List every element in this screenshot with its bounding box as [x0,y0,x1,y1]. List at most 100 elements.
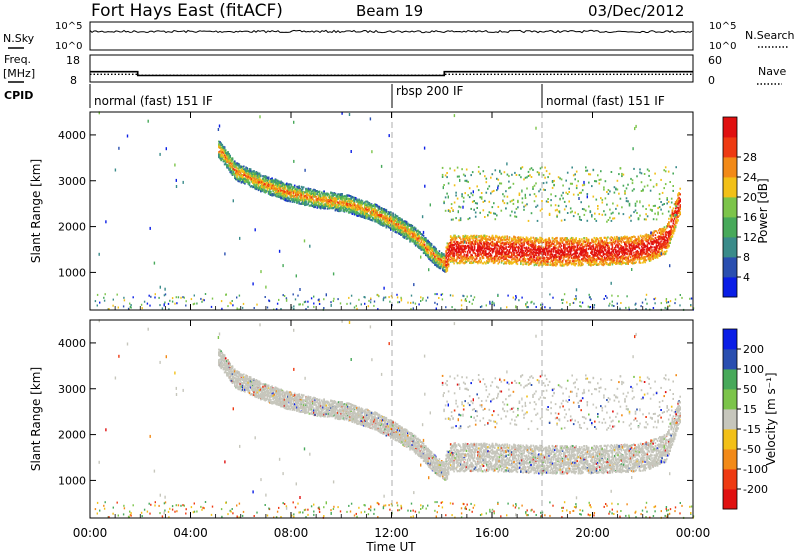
power-cell [453,255,455,258]
power-cell [343,197,346,200]
power-cell [315,200,317,203]
power-cell [257,185,260,188]
power-cell [220,142,222,145]
power-cell [226,166,228,169]
power-cell [378,211,381,214]
power-cell [340,194,342,196]
power-cell [257,172,260,175]
power-cell [376,210,378,213]
power-cell [275,193,278,196]
power-cell [376,220,378,223]
power-cell [361,215,364,218]
power-cell [370,204,373,207]
power-cell [299,195,302,198]
power-cell [331,195,333,198]
power-cell [241,168,244,171]
power-cell [274,188,277,191]
power-cell [319,207,322,210]
power-cell [274,178,277,181]
power-cell [366,204,368,207]
power-cell [413,226,416,229]
power-cell [295,192,297,195]
power-cell [302,191,305,194]
power-cell [369,210,372,213]
power-cell [412,238,415,240]
power-cell [420,233,423,236]
power-cell [295,194,297,197]
power-cell [328,205,331,208]
power-cell [405,237,408,240]
noise-left-tick-bottom: 10^0 [55,41,82,52]
power-cell [418,243,420,246]
power-cell [326,207,329,210]
power-cell [247,172,250,175]
power-cell [301,200,304,203]
power-cell [266,188,269,191]
power-cell [280,189,282,192]
power-cell [278,184,280,187]
power-cell [319,203,322,206]
power-cell [306,190,308,193]
power-cell [331,205,333,207]
power-cell [420,241,423,244]
power-cell [307,190,310,193]
power-cell [534,241,537,244]
power-cell [231,166,234,169]
power-cell [390,219,392,222]
power-cell [236,175,238,178]
power-cell [319,195,322,198]
power-cell [269,192,271,195]
power-cell [416,237,418,240]
power-cell [350,208,352,211]
power-cell [302,196,305,199]
power-cell [367,215,369,218]
power-cell [319,194,322,197]
power-cell [237,180,239,183]
power-cell [326,200,329,203]
power-cell [464,250,467,253]
power-cell [325,196,328,199]
power-cell [226,160,228,163]
power-cell [292,194,295,197]
power-cell [312,194,314,197]
power-cell [370,219,373,222]
power-cell [495,256,497,259]
power-cell [550,245,553,247]
power-cell [387,211,390,214]
power-cell [516,263,519,266]
power-cell [279,181,281,184]
power-cell [386,217,389,220]
power-cell [362,216,365,219]
power-cell [418,235,420,238]
power-cell [224,156,227,159]
power-cell [455,237,458,240]
power-cell [376,214,378,217]
power-cell [361,208,364,211]
power-cell [253,172,255,175]
power-cell [508,236,511,239]
power-cell [438,250,441,253]
power-cell [305,194,307,197]
power-cell [338,204,340,207]
power-cell [226,154,228,157]
power-cell [267,178,270,181]
power-cell [282,192,285,195]
power-cell [547,253,549,256]
power-cell [412,235,415,238]
power-cell [387,213,390,215]
power-cell [352,196,355,199]
power-cell [343,209,346,212]
power-cell [413,236,416,239]
power-cell [358,202,360,205]
power-cell [409,237,411,240]
power-cell [304,197,306,200]
power-cell [338,193,340,196]
power-cell [222,149,225,152]
power-cell [356,204,358,207]
power-cell [248,176,251,179]
power-cell [306,196,308,199]
cpid-row: CPID normal (fast) 151 IF rbsp 200 IF no… [4,84,665,108]
power-cell [295,198,297,201]
power-cell [284,195,287,198]
power-cell [234,166,236,168]
